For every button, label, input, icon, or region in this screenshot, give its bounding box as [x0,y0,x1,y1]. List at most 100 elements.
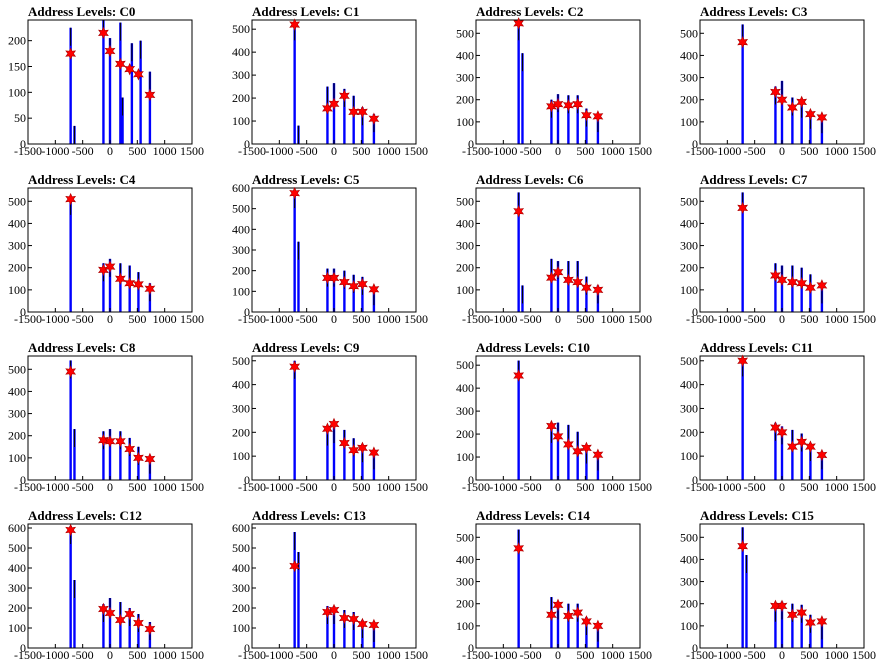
x-tick-label: 1000 [601,480,625,494]
x-tick-label: 0 [107,312,113,326]
chart-svg: -1500 -1000 -500 0 500 1000 1500 0 100 200 300 400 5… [232,18,428,158]
peak-marker [348,612,360,626]
chart-title: Address Levels: C0 [28,4,136,19]
peak-marker [348,443,360,457]
peak-marker [348,279,360,293]
histogram-bar [69,196,72,312]
peak-marker [513,205,525,218]
chart-svg: -1500 -1000 -500 0 500 1000 1500 0 100 200 300 400 5… [680,187,876,326]
y-tick-label: 0 [468,473,474,487]
y-tick-label: 200 [232,601,250,615]
histogram-bar [556,261,560,312]
y-tick-label: 300 [232,243,250,257]
histogram-bar [69,360,72,480]
chart-svg: -1500 -1000 -500 0 500 1000 1500 0 100 200 300 400 5… [232,354,428,494]
x-tick-label: 500 [576,312,594,326]
y-tick-label: 100 [232,621,250,635]
x-tick-label: -1500 [14,480,42,494]
peak-marker [572,275,584,289]
chart-title: Address Levels: C3 [700,4,808,19]
y-tick-label: 300 [680,239,698,253]
peak-marker [328,97,340,111]
peak-marker [133,68,144,81]
y-tick-label: 500 [8,541,26,555]
x-tick-label: -500 [744,144,766,158]
y-tick-label: 200 [232,425,250,439]
chart-svg: -1500 -1000 -500 0 500 1000 1500 0 100 200 300 400 5… [8,187,204,326]
y-tick-label: 500 [8,362,26,376]
x-tick-label: 1500 [628,312,652,326]
y-tick-label: 400 [680,48,698,62]
peak-marker [816,279,828,292]
histogram-bar [343,610,346,648]
chart-panel: -1500 -1000 -500 0 500 1000 1500 0 100 200 300 400 5… [672,168,896,336]
x-tick-label: 1000 [377,648,401,662]
x-tick-label: -500 [296,144,318,158]
chart-svg: -1500 -1000 -500 0 500 1000 1500 0 100 200 300 400 5… [8,355,204,494]
peak-marker [513,369,525,382]
histogram-bar [297,241,300,312]
peak-marker [328,417,340,431]
peak-marker [592,110,604,123]
peak-marker [289,18,301,31]
histogram-bar [576,95,579,144]
peak-marker [552,265,564,279]
x-tick-label: -1500 [238,144,266,158]
x-tick-label: 1500 [628,480,652,494]
x-tick-label: -1500 [462,144,490,158]
x-tick-label: -1000 [713,144,741,158]
y-tick-label: 0 [20,473,26,487]
y-tick-label: 400 [232,222,250,236]
x-tick-label: -500 [744,648,766,662]
peak-marker [98,602,109,616]
y-tick-label: 0 [692,137,698,151]
peak-marker [328,271,340,285]
peak-marker [737,354,749,368]
y-tick-label: 0 [20,641,26,655]
peak-marker [592,283,604,297]
y-tick-label: 200 [456,93,474,107]
x-tick-label: 1000 [601,312,625,326]
x-tick-label: -1000 [489,648,517,662]
histogram-bar [108,429,112,480]
x-tick-label: -1500 [462,648,490,662]
x-tick-label: -1000 [41,648,69,662]
chart-panel: -1500 -1000 -500 0 500 1000 1500 0 100 200 300 400 5… [0,504,224,672]
x-tick-label: 0 [555,480,561,494]
histogram-bar [137,272,140,312]
x-tick-label: 1000 [601,144,625,158]
x-tick-label: 500 [128,648,146,662]
histogram-bar [741,192,744,312]
y-tick-label: 100 [8,621,26,635]
peak-marker [368,446,380,459]
x-tick-label: 500 [128,144,146,158]
peak-marker [805,281,816,294]
chart-title: Address Levels: C12 [28,508,142,523]
histogram-bar [774,86,777,144]
histogram-bar [332,83,336,144]
y-tick-label: 0 [468,641,474,655]
x-tick-label: -1500 [462,480,490,494]
histogram-bar [293,22,296,144]
peak-marker [124,607,136,621]
x-tick-label: 0 [331,648,337,662]
histogram-bar [517,192,520,312]
histogram-bar [791,429,794,480]
y-tick-label: 500 [680,26,698,40]
peak-marker [357,277,368,291]
x-tick-label: -1500 [686,144,714,158]
peak-marker [776,273,788,287]
peak-marker [572,606,584,619]
x-tick-label: 1500 [180,144,204,158]
x-tick-label: -500 [520,480,542,494]
y-tick-label: 200 [456,597,474,611]
histogram-bar [69,27,72,144]
chart-panel: -1500 -1000 -500 0 500 1000 1500 0 100 200 300 400 5… [0,168,224,336]
x-tick-label: 0 [779,648,785,662]
x-tick-label: 1000 [377,480,401,494]
x-tick-label: 500 [352,648,370,662]
histogram-bar [148,71,152,144]
histogram-bar [741,24,744,144]
peak-marker [114,272,126,286]
y-tick-label: 400 [8,384,26,398]
